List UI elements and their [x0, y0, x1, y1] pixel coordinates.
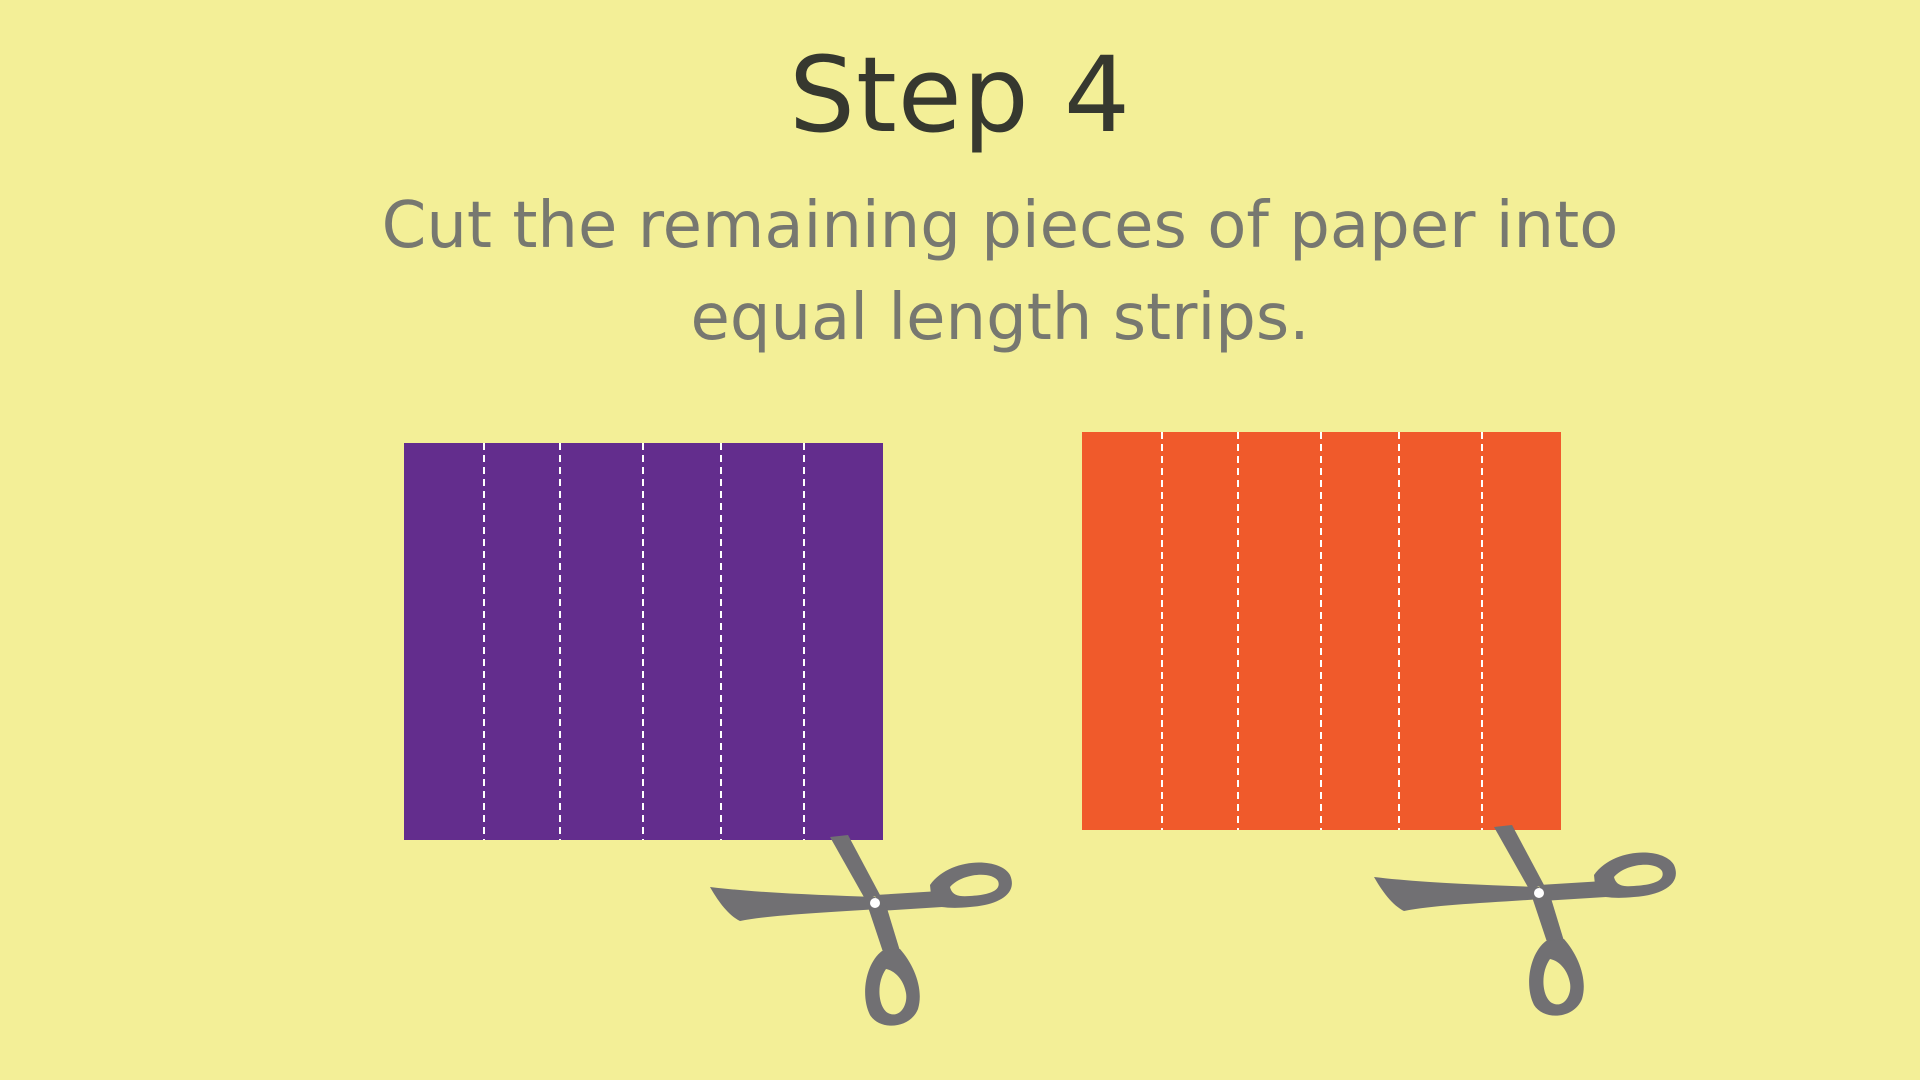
step-title: Step 4	[788, 34, 1132, 156]
orange-paper-graphic	[1082, 432, 1561, 830]
scissors-icon	[1364, 825, 1684, 1025]
scissors-pivot	[870, 898, 880, 908]
scissors-icon-graphic	[1374, 825, 1676, 1016]
orange-paper-sheet	[1082, 432, 1561, 830]
purple-paper-sheet	[404, 443, 883, 840]
scissors-pivot	[1534, 888, 1544, 898]
scissors-icon-graphic	[710, 835, 1012, 1026]
scissors-icon	[700, 835, 1020, 1035]
purple-paper-graphic	[404, 443, 883, 840]
step-instruction: Cut the remaining pieces of paper into e…	[381, 189, 1619, 355]
